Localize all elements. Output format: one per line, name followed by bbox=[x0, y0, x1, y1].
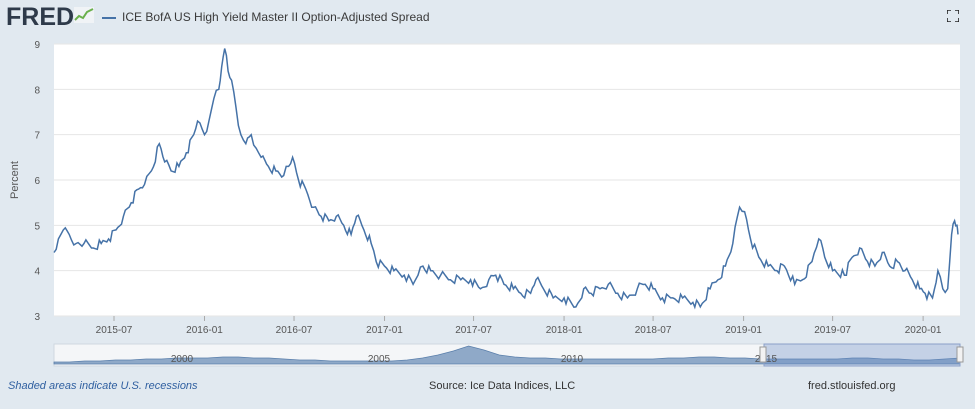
navigator-handle-left[interactable] bbox=[759, 346, 767, 363]
y-tick-label: 8 bbox=[34, 85, 40, 96]
x-tick-label: 2017-07 bbox=[455, 325, 492, 336]
x-tick-label: 2016-01 bbox=[186, 325, 223, 336]
x-tick-label: 2019-01 bbox=[725, 325, 762, 336]
y-tick-label: 9 bbox=[34, 40, 40, 51]
site-link[interactable]: fred.stlouisfed.org bbox=[808, 380, 896, 392]
navigator-year-label: 2010 bbox=[561, 354, 584, 365]
x-axis: 2015-07 2016-01 2016-07 2017-01 2017-07 2018-… bbox=[96, 316, 942, 336]
legend-label: ICE BofA US High Yield Master II Option-… bbox=[122, 10, 430, 24]
recession-note[interactable]: Shaded areas indicate U.S. recessions bbox=[8, 380, 198, 392]
navigator-area bbox=[53, 345, 961, 365]
x-tick-label: 2018-01 bbox=[546, 325, 583, 336]
y-tick-label: 3 bbox=[34, 312, 40, 323]
y-tick-label: 7 bbox=[34, 131, 40, 142]
fullscreen-icon[interactable] bbox=[947, 10, 959, 22]
y-axis: 3 4 5 6 7 8 9 bbox=[34, 40, 40, 323]
x-tick-label: 2015-07 bbox=[96, 325, 133, 336]
source-note: Source: Ice Data Indices, LLC bbox=[429, 380, 576, 392]
y-tick-label: 6 bbox=[34, 176, 40, 187]
navigator-selection[interactable] bbox=[763, 343, 961, 367]
x-tick-label: 2016-07 bbox=[276, 325, 313, 336]
x-tick-label: 2018-07 bbox=[635, 325, 672, 336]
navigator-handle-right[interactable] bbox=[956, 346, 964, 363]
y-axis-label: Percent bbox=[9, 161, 21, 199]
legend: ICE BofA US High Yield Master II Option-… bbox=[102, 10, 430, 24]
navigator-year-label: 2000 bbox=[171, 354, 194, 365]
chart: 3 4 5 6 7 8 9 2015-07 2016-01 2016-07 2017-01 2017… bbox=[9, 40, 964, 367]
y-tick-label: 5 bbox=[34, 221, 40, 232]
x-tick-label: 2020-01 bbox=[905, 325, 942, 336]
navigator[interactable]: 2000200520102015 bbox=[53, 343, 964, 367]
y-tick-label: 4 bbox=[34, 267, 40, 278]
x-tick-label: 2017-01 bbox=[366, 325, 403, 336]
x-tick-label: 2019-07 bbox=[814, 325, 851, 336]
legend-swatch bbox=[102, 16, 116, 19]
fred-logo[interactable]: FRED bbox=[6, 3, 75, 31]
navigator-year-label: 2005 bbox=[368, 354, 391, 365]
fred-chart-icon bbox=[74, 7, 94, 23]
series-line bbox=[53, 48, 959, 310]
header: FRED ICE BofA US High Yield Master II Op… bbox=[0, 0, 975, 34]
